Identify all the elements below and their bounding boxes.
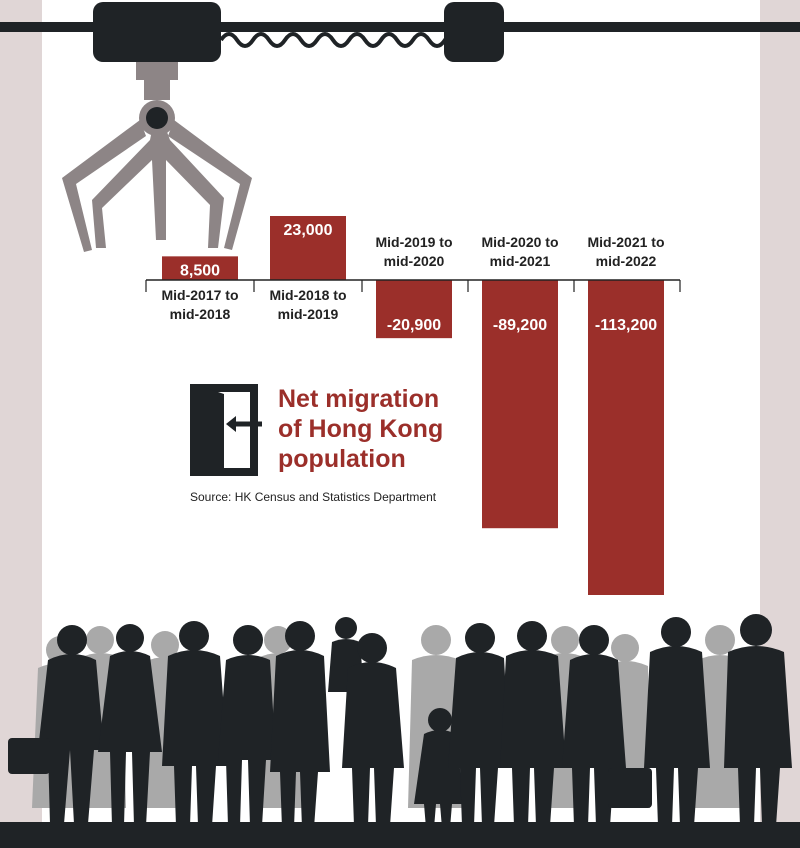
category-label: Mid-2021 to xyxy=(587,234,664,250)
left-side-panel xyxy=(0,0,42,848)
rail xyxy=(0,22,800,32)
bar xyxy=(162,256,238,280)
cable-icon xyxy=(219,32,473,48)
title-line-1: Net migration xyxy=(278,385,440,413)
category-label: mid-2020 xyxy=(384,253,445,269)
category-label: Mid-2017 to xyxy=(161,287,238,303)
trolley-right xyxy=(444,2,504,62)
source-note: Source: HK Census and Statistics Departm… xyxy=(190,490,437,504)
category-label: Mid-2018 to xyxy=(269,287,346,303)
data-label: 8,500 xyxy=(180,262,220,279)
category-label: mid-2018 xyxy=(170,306,231,322)
title-line-3: population xyxy=(278,445,406,473)
data-label: 23,000 xyxy=(284,222,333,239)
chart-title: Net migration of Hong Kong population xyxy=(278,384,488,474)
bar xyxy=(588,280,664,595)
category-label: Mid-2020 to xyxy=(481,234,558,250)
category-label: mid-2022 xyxy=(596,253,657,269)
bar xyxy=(482,280,558,529)
crowd-front-row xyxy=(8,614,792,828)
floor-bar xyxy=(0,822,800,848)
data-label: -89,200 xyxy=(493,317,547,334)
title-line-2: of Hong Kong xyxy=(278,415,444,443)
category-label: mid-2021 xyxy=(490,253,551,269)
door-exit-icon xyxy=(190,384,262,476)
data-label: -20,900 xyxy=(387,317,441,334)
claw-icon xyxy=(62,62,252,252)
category-label: mid-2019 xyxy=(278,306,339,322)
category-label: Mid-2019 to xyxy=(375,234,452,250)
trolley-left xyxy=(93,2,221,62)
bar xyxy=(376,280,452,339)
bar xyxy=(270,215,346,280)
data-label: -113,200 xyxy=(595,317,657,334)
